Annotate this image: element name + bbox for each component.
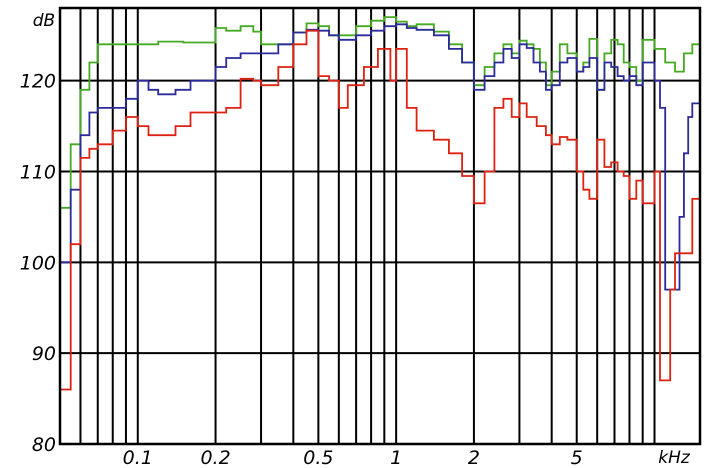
x-tick-label: 0.2 — [200, 447, 230, 468]
x-tick-label: 2 — [468, 447, 480, 468]
x-tick-label: 0.1 — [123, 447, 153, 468]
x-tick-label: 5 — [571, 447, 583, 468]
grid-layer — [60, 8, 700, 444]
x-axis-unit-label: kHz — [658, 448, 691, 468]
y-tick-label: 100 — [20, 252, 56, 274]
series-layer — [60, 12, 701, 391]
y-tick-label: 80 — [32, 434, 56, 456]
tick-label-layer: 80 90 100 110 120 0.1 0.2 0.5 1 2 5 — [20, 71, 583, 468]
x-tick-label: 0.5 — [303, 447, 333, 468]
series-line-2 — [60, 23, 700, 291]
plot-border — [58, 6, 702, 446]
y-axis-unit-label: dB — [33, 11, 55, 31]
series-line-3 — [60, 29, 700, 391]
y-tick-label: 120 — [20, 71, 56, 93]
y-tick-label: 90 — [32, 343, 56, 365]
y-tick-label: 110 — [20, 162, 56, 184]
x-tick-label: 1 — [390, 447, 402, 468]
